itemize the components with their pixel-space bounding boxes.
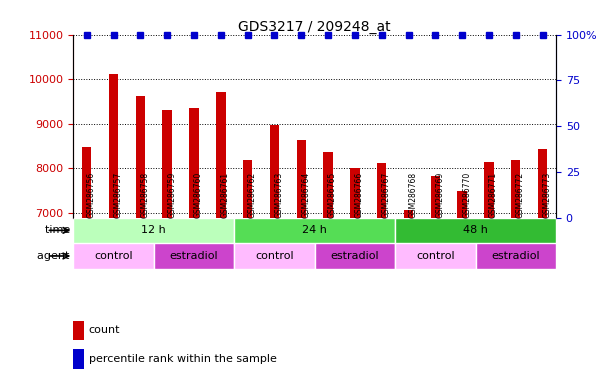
Text: estradiol: estradiol <box>491 251 540 261</box>
Bar <box>136 96 145 384</box>
Bar <box>395 243 475 269</box>
Text: GSM286761: GSM286761 <box>221 171 230 218</box>
Bar <box>234 218 395 243</box>
Text: GSM286759: GSM286759 <box>167 171 176 218</box>
Text: GSM286760: GSM286760 <box>194 171 203 218</box>
Text: GSM286757: GSM286757 <box>114 171 123 218</box>
Bar <box>511 159 521 384</box>
Bar <box>154 243 234 269</box>
Text: GSM286762: GSM286762 <box>247 171 257 218</box>
Text: 12 h: 12 h <box>141 225 166 235</box>
Bar <box>458 191 467 384</box>
Bar <box>475 243 556 269</box>
Text: GSM286769: GSM286769 <box>436 171 444 218</box>
Text: 24 h: 24 h <box>302 225 327 235</box>
Bar <box>538 149 547 384</box>
Text: GSM286772: GSM286772 <box>516 171 525 218</box>
Bar <box>189 108 199 384</box>
Text: GSM286764: GSM286764 <box>301 171 310 218</box>
Text: estradiol: estradiol <box>331 251 379 261</box>
Bar <box>234 243 315 269</box>
Bar <box>296 140 306 384</box>
Text: GSM286768: GSM286768 <box>409 171 417 218</box>
Bar <box>404 210 413 384</box>
Text: agent: agent <box>37 251 73 261</box>
Bar <box>485 162 494 384</box>
Text: control: control <box>94 251 133 261</box>
Text: GSM286756: GSM286756 <box>87 171 96 218</box>
Bar <box>73 243 154 269</box>
Text: GSM286758: GSM286758 <box>141 171 149 218</box>
Text: GSM286767: GSM286767 <box>382 171 390 218</box>
Text: GSM286771: GSM286771 <box>489 171 498 218</box>
Bar <box>315 243 395 269</box>
Bar <box>323 152 333 384</box>
Text: percentile rank within the sample: percentile rank within the sample <box>89 354 276 364</box>
Bar <box>350 167 360 384</box>
Text: control: control <box>416 251 455 261</box>
Text: GSM286765: GSM286765 <box>328 171 337 218</box>
Bar <box>82 147 92 384</box>
Text: estradiol: estradiol <box>170 251 218 261</box>
Bar <box>109 74 119 384</box>
Bar <box>216 92 225 384</box>
Title: GDS3217 / 209248_at: GDS3217 / 209248_at <box>238 20 391 33</box>
Text: GSM286763: GSM286763 <box>274 171 284 218</box>
Bar <box>73 218 234 243</box>
Text: GSM286766: GSM286766 <box>355 171 364 218</box>
Text: 48 h: 48 h <box>463 225 488 235</box>
Text: control: control <box>255 251 294 261</box>
Text: GSM286773: GSM286773 <box>543 171 552 218</box>
Text: count: count <box>89 325 120 335</box>
Bar <box>243 159 252 384</box>
Bar <box>395 218 556 243</box>
Bar <box>431 177 440 384</box>
Text: GSM286770: GSM286770 <box>462 171 471 218</box>
Bar <box>269 125 279 384</box>
Bar <box>163 111 172 384</box>
Bar <box>377 163 386 384</box>
Text: time: time <box>45 225 73 235</box>
